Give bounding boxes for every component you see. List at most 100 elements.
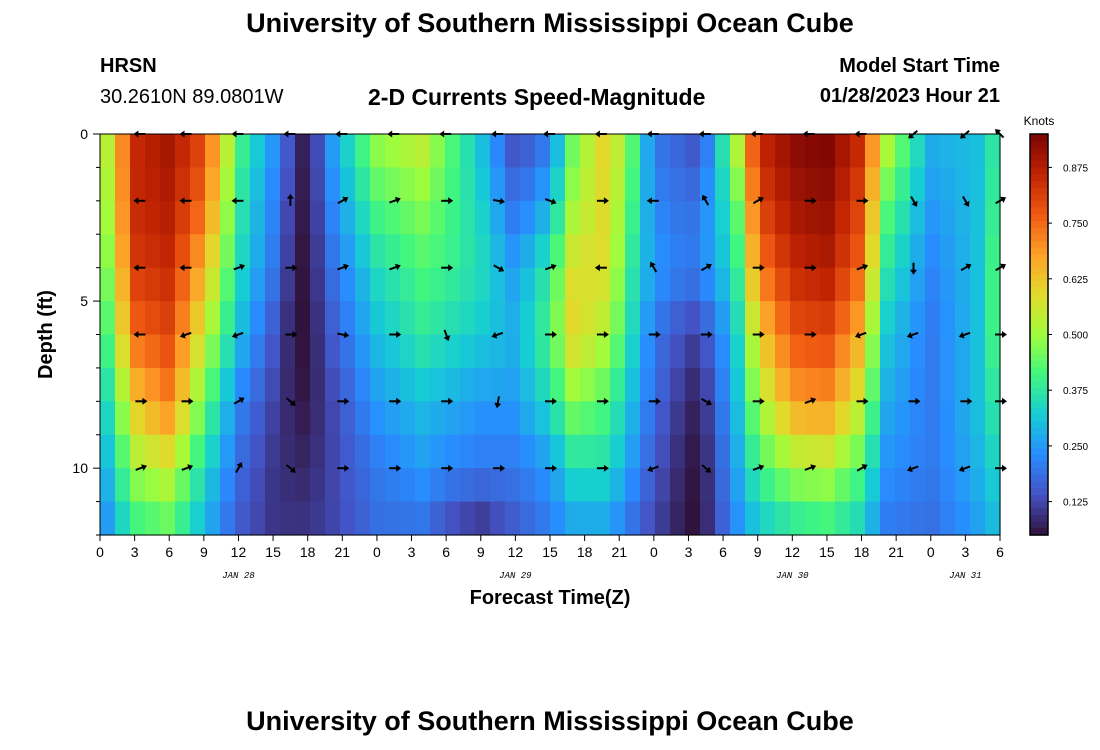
heatmap-cell xyxy=(190,134,206,169)
heatmap-cell xyxy=(745,301,761,336)
heatmap-cell xyxy=(895,234,911,269)
day-label: JAN 31 xyxy=(949,571,981,581)
heatmap-cell xyxy=(880,267,896,302)
heatmap-cell xyxy=(895,134,911,169)
heatmap-cell xyxy=(685,434,701,469)
heatmap-cell xyxy=(535,401,551,436)
arrow-head xyxy=(342,196,349,203)
heatmap-cell xyxy=(475,200,491,235)
x-tick-label: 0 xyxy=(650,544,658,560)
arrow-head xyxy=(647,465,654,473)
arrow-head xyxy=(344,397,350,405)
heatmap-cell xyxy=(325,334,341,369)
heatmap-cell xyxy=(595,267,611,302)
heatmap-cell xyxy=(700,167,716,202)
heatmap-cell xyxy=(160,434,176,469)
heatmap-cell xyxy=(685,167,701,202)
x-tick-label: 3 xyxy=(961,544,969,560)
heatmap-cell xyxy=(100,167,116,202)
colorbar-swatch xyxy=(1030,421,1048,429)
model-start-value: 01/28/2023 Hour 21 xyxy=(819,85,1000,107)
colorbar-swatch xyxy=(1030,521,1048,529)
heatmap-cell xyxy=(775,401,791,436)
heatmap-cell xyxy=(355,367,371,402)
heatmap-cell xyxy=(820,167,836,202)
heatmap-cell xyxy=(205,367,221,402)
heatmap-cell xyxy=(895,401,911,436)
heatmap-cell xyxy=(355,468,371,503)
heatmap-cell xyxy=(910,468,926,503)
heatmap-cell xyxy=(100,468,116,503)
heatmap-cell xyxy=(640,134,656,169)
heatmap-cell xyxy=(280,234,296,269)
colorbar-swatch xyxy=(1030,260,1048,269)
arrow-head xyxy=(759,397,765,405)
current-arrow xyxy=(135,397,148,405)
heatmap-cell xyxy=(415,401,431,436)
heatmap-cell xyxy=(295,434,311,469)
arrow-head xyxy=(757,196,764,203)
heatmap-cell xyxy=(610,501,626,536)
heatmap-cell xyxy=(490,234,506,269)
heatmap-cell xyxy=(175,468,191,503)
heatmap-cell xyxy=(595,200,611,235)
heatmap-cell xyxy=(970,134,986,169)
arrow-head xyxy=(498,265,505,272)
colorbar-tick-label: 0.500 xyxy=(1063,331,1088,342)
heatmap-cell xyxy=(610,434,626,469)
heatmap-cell xyxy=(520,434,536,469)
heatmap-cell xyxy=(460,401,476,436)
heatmap-cell xyxy=(640,267,656,302)
heatmap-cell xyxy=(865,401,881,436)
heatmap-cell xyxy=(685,367,701,402)
heatmap-cell xyxy=(415,334,431,369)
heatmap-cell xyxy=(580,401,596,436)
heatmap-cell xyxy=(760,468,776,503)
arrow-head xyxy=(500,464,506,472)
heatmap-cell xyxy=(415,234,431,269)
heatmap-cell xyxy=(250,234,266,269)
heatmap-cell xyxy=(265,301,281,336)
heatmap-cell xyxy=(310,501,326,536)
heatmap-cell xyxy=(130,301,146,336)
heatmap-cell xyxy=(595,301,611,336)
current-arrow xyxy=(856,464,868,472)
heatmap-cell xyxy=(505,200,521,235)
heatmap-cell xyxy=(355,334,371,369)
heatmap-cell xyxy=(715,234,731,269)
current-arrow xyxy=(389,331,402,338)
arrow-head xyxy=(911,200,918,207)
arrow-head xyxy=(344,464,350,472)
heatmap-cell xyxy=(895,367,911,402)
heatmap-cell xyxy=(295,367,311,402)
current-arrow xyxy=(286,193,294,206)
colorbar-tick-label: 0.750 xyxy=(1063,219,1088,230)
heatmap-cell xyxy=(505,434,521,469)
heatmap-cell xyxy=(805,267,821,302)
heatmap-cell xyxy=(220,468,236,503)
heatmap-cell xyxy=(370,134,386,169)
heatmap-cell xyxy=(940,434,956,469)
current-arrow xyxy=(285,464,296,473)
current-arrow xyxy=(133,197,146,205)
heatmap-cell xyxy=(940,200,956,235)
heatmap-cell xyxy=(625,334,641,369)
current-arrow xyxy=(596,397,609,405)
heatmap-cell xyxy=(535,234,551,269)
x-tick-label: 3 xyxy=(685,544,693,560)
current-arrow xyxy=(493,464,506,472)
colorbar-swatch xyxy=(1030,468,1048,476)
x-tick-label: 21 xyxy=(888,544,904,560)
heatmap-cell xyxy=(115,267,131,302)
heatmap-cell xyxy=(445,334,461,369)
heatmap-cell xyxy=(970,434,986,469)
heatmap-cell xyxy=(115,200,131,235)
heatmap-cell xyxy=(670,301,686,336)
heatmap-cell xyxy=(835,334,851,369)
heatmap-cell xyxy=(880,200,896,235)
heatmap-cell xyxy=(385,468,401,503)
colorbar-swatch xyxy=(1030,187,1048,195)
heatmap-cell xyxy=(250,301,266,336)
heatmap-cell xyxy=(730,334,746,369)
heatmap-cell xyxy=(910,134,926,169)
